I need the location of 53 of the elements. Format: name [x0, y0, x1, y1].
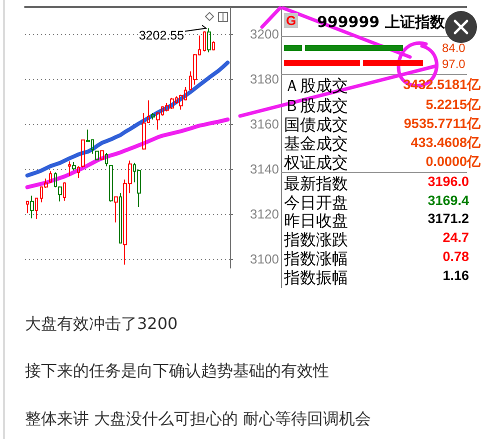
- text: 指数振幅: [284, 268, 348, 289]
- y-tick-label: 3180: [250, 72, 279, 86]
- y-tick-label: 3100: [250, 252, 279, 266]
- annotation: 3202.55: [138, 28, 184, 42]
- candlestick: [35, 198, 38, 220]
- candlestick: [119, 192, 122, 244]
- text: 指数涨幅: [284, 249, 348, 270]
- text: 84.0: [441, 41, 466, 55]
- text: G: [284, 13, 298, 28]
- text: 大盘有效冲击了3200: [25, 314, 178, 335]
- text: 24.7: [442, 230, 469, 245]
- candlestick: [105, 152, 108, 167]
- text: 3169.4: [428, 192, 469, 208]
- candlestick: [100, 150, 104, 160]
- candlestick: [77, 166, 80, 178]
- candlestick: [30, 195, 34, 219]
- text: 3171.2: [428, 211, 469, 226]
- candlestick: [151, 112, 155, 120]
- text: 权证成交: [284, 153, 348, 174]
- text: 433.4608亿: [410, 134, 481, 152]
- text: 今日开盘: [284, 192, 348, 213]
- text: 指数涨跌: [284, 230, 348, 251]
- candlestick: [81, 139, 85, 168]
- text: 0.0000亿: [426, 153, 481, 171]
- candlestick: [95, 150, 99, 161]
- text: 97.0: [441, 57, 466, 71]
- candlestick: [72, 162, 76, 171]
- candlestick: [63, 182, 66, 202]
- y-tick-label: 3200: [250, 26, 279, 42]
- text: 基金成交: [284, 134, 348, 154]
- line-series: [25, 118, 230, 190]
- candlestick: [109, 164, 113, 202]
- text: 3432.5181亿: [403, 76, 481, 94]
- candlestick: [68, 160, 71, 176]
- candlestick: [114, 196, 118, 223]
- candlestick: [207, 28, 211, 53]
- text: 3196.0: [428, 174, 469, 189]
- text: 国债成交: [284, 114, 348, 136]
- candlestick: [49, 170, 52, 184]
- candlestick: [212, 40, 215, 51]
- candlestick: [26, 200, 29, 214]
- text: 5.2215亿: [426, 96, 481, 114]
- text: 昨日收盘: [284, 211, 348, 232]
- text: 9535.7711亿: [404, 114, 481, 132]
- y-tick-label: 3120: [250, 206, 279, 222]
- text: 1.16: [442, 268, 469, 283]
- y-tick-label: 3140: [250, 162, 279, 176]
- y-tick-label: 3160: [250, 116, 279, 132]
- text: 接下来的任务是向下确认趋势基础的有效性: [25, 361, 329, 382]
- text: 0.78: [442, 249, 469, 264]
- candlestick: [203, 30, 206, 52]
- text: 最新指数: [284, 174, 348, 195]
- text: 整体来讲 大盘没什么可担心的 耐心等待回调机会: [25, 409, 372, 430]
